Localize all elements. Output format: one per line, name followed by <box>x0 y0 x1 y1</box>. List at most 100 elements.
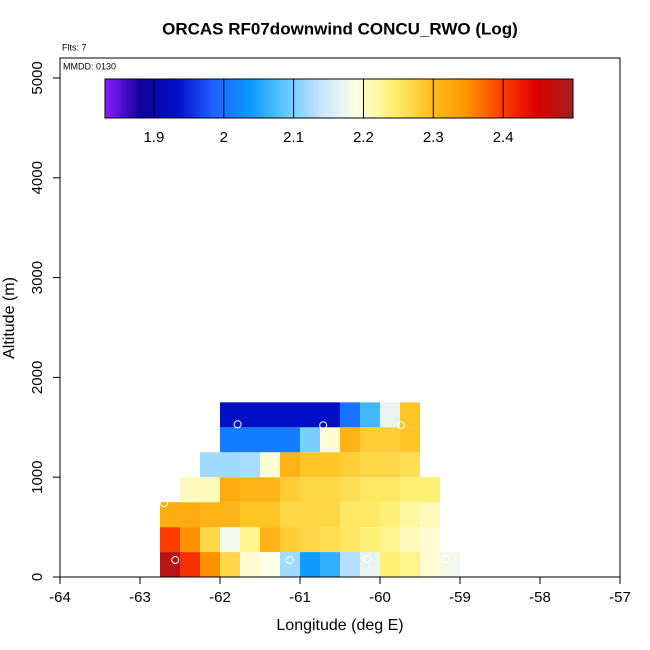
x-tick-label: -58 <box>529 589 551 606</box>
point <box>285 556 294 565</box>
colorbar-tick-label: 1.9 <box>143 129 164 146</box>
chart-title: ORCAS RF07downwind CONCU_RWO (Log) <box>162 19 518 38</box>
cell <box>240 402 260 428</box>
x-tick-label: -61 <box>289 589 311 606</box>
cell <box>200 452 220 478</box>
cell <box>380 502 400 528</box>
x-tick-label: -62 <box>209 589 231 606</box>
cell <box>240 552 260 577</box>
cell <box>400 527 420 553</box>
point <box>171 556 180 565</box>
y-tick-label: 4000 <box>29 161 46 194</box>
cell <box>220 477 240 503</box>
x-tick-label: -63 <box>129 589 151 606</box>
cell <box>180 502 200 528</box>
cell <box>260 502 280 528</box>
cell <box>180 477 200 503</box>
cell <box>280 427 300 453</box>
cell <box>360 402 380 428</box>
cell <box>360 427 380 453</box>
cell <box>320 402 340 428</box>
colorbar <box>104 78 574 119</box>
cell <box>400 477 420 503</box>
cell <box>220 502 240 528</box>
cell <box>280 477 300 503</box>
cell <box>180 527 200 553</box>
cell <box>180 552 200 577</box>
cell <box>220 527 240 553</box>
cell <box>260 527 280 553</box>
point <box>319 421 328 430</box>
x-tick-label: -60 <box>369 589 391 606</box>
cell <box>200 527 220 553</box>
cell <box>160 552 180 577</box>
cell <box>260 477 280 503</box>
cell <box>340 452 360 478</box>
point <box>160 499 168 508</box>
cell <box>360 502 380 528</box>
cell <box>300 502 320 528</box>
point <box>233 420 242 429</box>
cell <box>300 452 320 478</box>
colorbar-tick-label: 2.4 <box>493 129 514 146</box>
cell <box>300 427 320 453</box>
cell <box>320 527 340 553</box>
cell <box>280 502 300 528</box>
cell <box>200 552 220 577</box>
colorbar-tick-label: 2.2 <box>353 129 374 146</box>
cell <box>160 502 180 528</box>
cell <box>320 477 340 503</box>
cell <box>400 502 420 528</box>
cell <box>420 527 440 553</box>
cell <box>360 477 380 503</box>
cell <box>340 552 360 577</box>
point <box>396 421 405 430</box>
cell <box>360 552 380 577</box>
cell <box>300 527 320 553</box>
cell <box>400 427 420 453</box>
point <box>363 555 372 564</box>
cell <box>380 402 400 428</box>
y-axis-label: Altitude (m) <box>1 277 18 359</box>
y-tick-label: 2000 <box>29 361 46 394</box>
cell <box>220 402 240 428</box>
cell <box>260 552 280 577</box>
cell <box>240 527 260 553</box>
y-tick-label: 3000 <box>29 261 46 294</box>
cell <box>260 452 280 478</box>
cell <box>380 552 400 577</box>
cell <box>340 527 360 553</box>
x-axis-label: Longitude (deg E) <box>276 617 403 634</box>
cell <box>220 552 240 577</box>
cell <box>280 402 300 428</box>
cell <box>400 402 420 428</box>
cell <box>200 502 220 528</box>
x-tick-label: -57 <box>609 589 631 606</box>
cell <box>380 477 400 503</box>
cell <box>300 477 320 503</box>
x-tick-label: -64 <box>49 589 71 606</box>
cell <box>220 427 240 453</box>
cell <box>320 427 340 453</box>
cell <box>380 527 400 553</box>
cell <box>280 527 300 553</box>
cell <box>420 552 440 577</box>
cell <box>260 427 280 453</box>
y-tick-label: 5000 <box>29 61 46 94</box>
cell <box>240 427 260 453</box>
annotation: MMDD: 0130 <box>63 61 116 71</box>
cell <box>280 552 300 577</box>
colorbar-tick-label: 2.1 <box>283 129 304 146</box>
cell <box>400 452 420 478</box>
cell <box>300 402 320 428</box>
cell <box>340 402 360 428</box>
cell <box>320 452 340 478</box>
y-tick-label: 0 <box>29 573 46 581</box>
y-tick-label: 1000 <box>29 461 46 494</box>
cell <box>300 552 320 577</box>
cell <box>340 477 360 503</box>
cell <box>380 427 400 453</box>
cell <box>220 452 240 478</box>
annotation: Flts: 7 <box>62 42 87 52</box>
